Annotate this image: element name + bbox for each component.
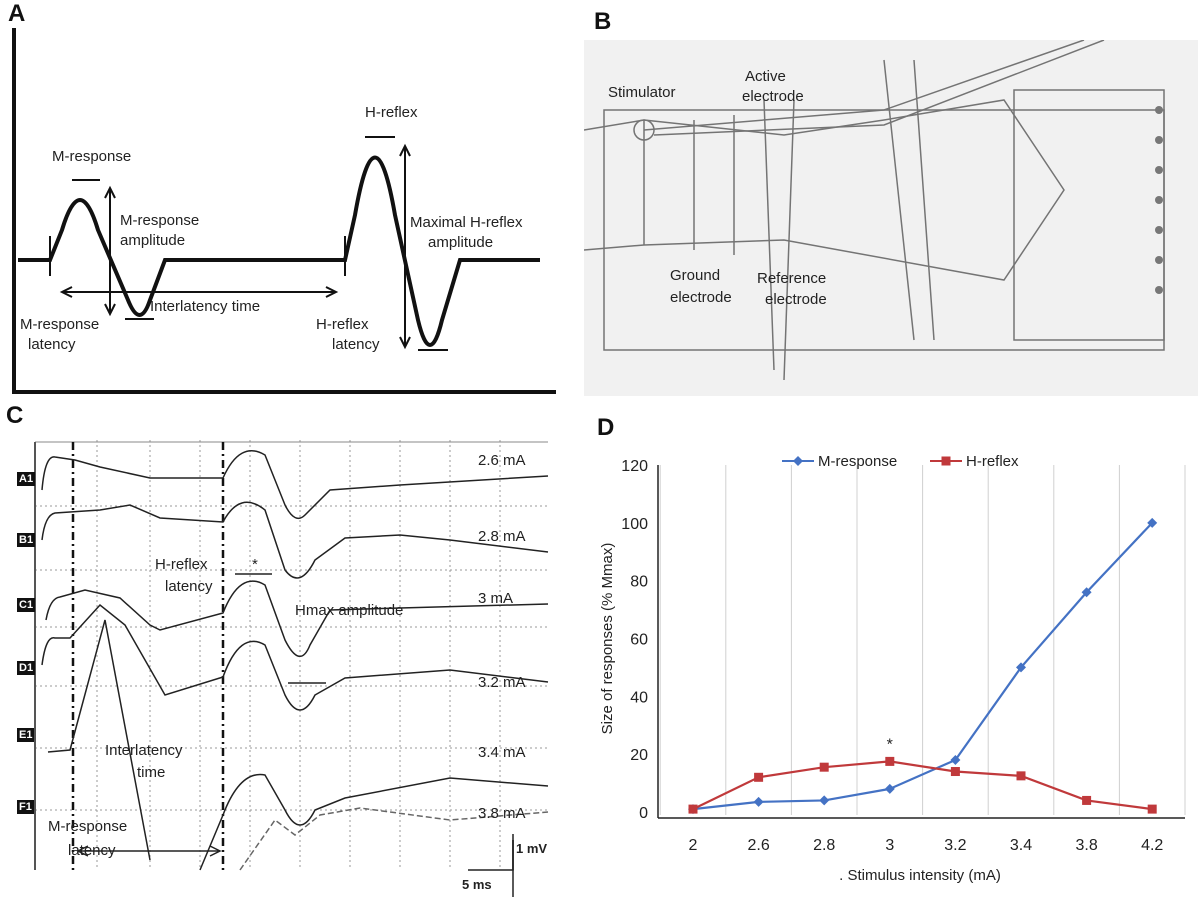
panel-label-d: D [597,414,615,441]
x-axis-title: . Stimulus intensity (mA) [839,867,1001,884]
data-point-diamond [1147,517,1158,528]
y-tick-label: 100 [621,516,648,533]
trace-tag: B1 [17,533,36,547]
c-m-latency-label-1: M-response [48,818,128,835]
panel-label-a: A [8,0,26,27]
panel-label-c: C [6,402,24,429]
x-tick-label: 4.2 [1141,837,1163,854]
trace-intensity: 2.6 mA [478,452,526,469]
m-amp-label-2: amplitude [120,232,186,249]
reference-electrode-label-1: Reference [757,270,827,287]
h-latency-label-1: H-reflex [316,316,369,333]
h-latency-label-2: latency [332,336,380,353]
y-axis [12,28,556,394]
data-point-square [754,772,764,782]
interlatency-label: Interlatency time [150,298,261,315]
data-point-square [1016,771,1026,781]
data-point-square [819,762,829,772]
c-m-latency-label-2: latency [68,842,116,859]
emg-traces [34,440,549,897]
data-point-square [885,756,895,766]
m-response-label: M-response [52,148,132,165]
y-tick-label: 40 [630,689,648,706]
trace-intensity: 3.8 mA [478,805,526,822]
trace-intensity: 3.2 mA [478,674,526,691]
data-point-diamond [819,795,830,806]
y-axis-title: Size of responses (% Mmax) [599,543,616,735]
data-point-square [1147,804,1157,814]
c-h-latency-label-1: H-reflex [155,556,208,573]
c-h-latency-label-2: latency [165,578,213,595]
data-point-square [950,767,960,777]
legend-label: H-reflex [966,453,1019,470]
reference-electrode-label-2: electrode [765,291,827,308]
h-amp-label-2: amplitude [428,234,494,251]
data-point-diamond [753,796,764,807]
h-amp-label-1: Maximal H-reflex [410,214,523,231]
m-latency-label-1: M-response [20,316,100,333]
series-line-m-response [692,522,1153,811]
ground-electrode-label-2: electrode [670,289,732,306]
data-point-diamond [884,783,895,794]
active-electrode-label-1: Active [745,68,786,85]
y-tick-label: 80 [630,574,648,591]
trace-tag: A1 [17,472,36,486]
x-tick-label: 3.8 [1075,837,1097,854]
c-star-annotation: * [252,556,258,573]
hmax-amplitude-label: Hmax amplitude [295,602,404,619]
x-tick-label: 3.4 [1010,837,1032,854]
data-point-diamond [950,754,961,765]
x-tick-label: 3.2 [944,837,966,854]
stimulus-response-chart: 0 20 40 60 80 100 120 2 2.6 2.8 3 3.2 3.4 3.8 4.2 . Sti… [599,453,1186,884]
x-tick-label: 2.8 [813,837,835,854]
data-point-square [1082,795,1092,805]
y-tick-label: 60 [630,632,648,649]
stimulator-label: Stimulator [608,84,676,101]
setup-sketch [584,40,1198,396]
x-tick-label: 2.6 [747,837,769,854]
data-point-diamond [1016,662,1026,673]
trace-intensity: 2.8 mA [478,528,526,545]
m-latency-label-2: latency [28,336,76,353]
legend-marker [941,456,951,466]
x-tick-label: 2 [689,837,698,854]
m-amp-label-1: M-response [120,212,200,229]
data-point-diamond [1081,587,1092,598]
trace-intensity: 3 mA [478,590,514,607]
scale-bar-time: 5 ms [462,877,492,892]
scale-bar-voltage: 1 mV [516,841,548,856]
panel-label-b: B [594,8,612,35]
legend-marker [793,456,803,466]
data-point-square [688,804,698,814]
active-electrode-label-2: electrode [742,88,804,105]
trace-tag: E1 [17,728,35,742]
trace-tag: F1 [17,800,34,814]
trace-tag: D1 [17,661,36,675]
h-reflex-label: H-reflex [365,104,418,121]
y-tick-label: 20 [630,747,648,764]
y-tick-label: 120 [621,458,648,475]
c-interlatency-label-1: Interlatency [105,742,183,759]
legend-label: M-response [818,453,897,470]
c-interlatency-label-2: time [137,764,166,781]
ground-electrode-label-1: Ground [670,267,721,284]
waveform [18,155,540,347]
significance-star: * [887,736,893,753]
series-line-h-reflex [692,760,1153,811]
y-tick-label: 0 [639,805,648,822]
trace-tag: C1 [17,598,36,612]
trace-intensity: 3.4 mA [478,744,526,761]
panel-a-schematic [12,28,556,394]
x-tick-label: 3 [885,837,894,854]
